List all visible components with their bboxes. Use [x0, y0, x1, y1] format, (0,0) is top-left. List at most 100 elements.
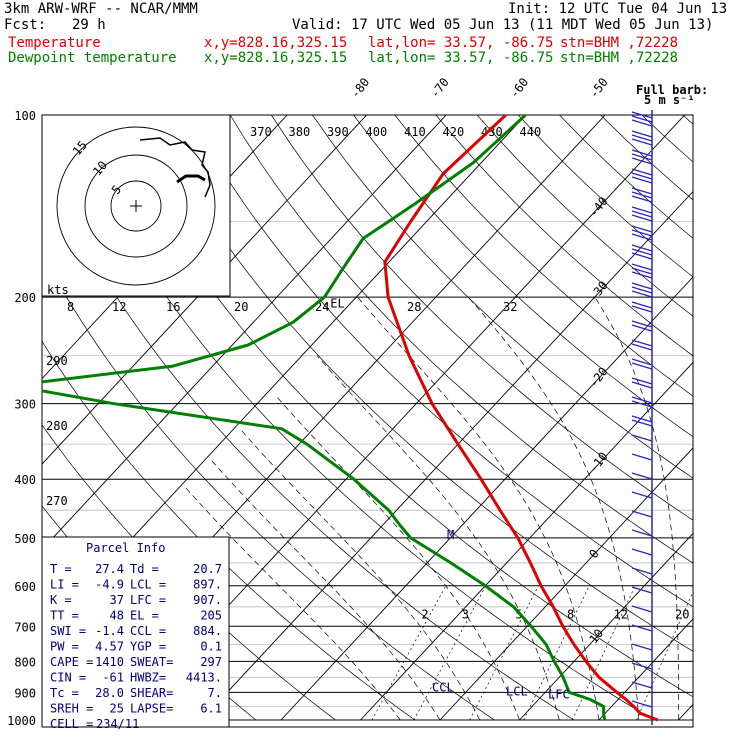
parcel-label: CAPE =	[50, 655, 93, 669]
dry-adiabat	[188, 115, 693, 608]
hodograph-trace	[139, 137, 211, 198]
isotherm	[598, 618, 693, 721]
isotherm	[678, 703, 693, 721]
wind-barb	[631, 510, 653, 518]
wind-barb	[631, 111, 653, 127]
hodograph-ring-1	[110, 180, 162, 232]
dry-adiabat	[724, 115, 740, 720]
moist-adiabat	[239, 428, 481, 721]
hodograph-ring-2	[84, 154, 188, 258]
parcel-value: -61	[102, 671, 124, 685]
forecast-hour: 29 h	[72, 17, 106, 33]
temperature-tick--30: -30	[586, 278, 610, 304]
temperature-tick--10: -10	[586, 449, 610, 475]
parcel-label: CIN =	[50, 671, 86, 685]
dry-adiabat	[641, 115, 693, 163]
parcel-value: 20.7	[193, 562, 222, 576]
isotherm	[360, 361, 693, 721]
annotation-m: M	[447, 528, 454, 542]
parcel-label: TT =	[50, 609, 79, 623]
theta-label-390: 390	[327, 125, 349, 139]
wind-barb	[631, 548, 653, 556]
theta-left-label-290: 290	[46, 354, 68, 368]
forecast-label: Fcst:	[4, 17, 47, 33]
dry-adiabat	[312, 115, 693, 479]
temperature-tick--20: -20	[586, 364, 610, 390]
parcel-label: T =	[50, 562, 72, 576]
dry-adiabat	[106, 115, 693, 698]
wind-barb	[631, 320, 653, 332]
pressure-tick-1000: 1000	[7, 714, 36, 728]
speed-tick-16: 16	[166, 300, 180, 314]
isotherm	[42, 115, 367, 465]
dewpoint-legend: Dewpoint temperature	[8, 50, 177, 66]
parcel-value: 4.57	[95, 640, 124, 654]
parcel-value: 6.1	[200, 702, 222, 716]
dry-adiabat	[42, 157, 575, 721]
isotherm	[201, 190, 693, 721]
wind-barb	[631, 605, 653, 613]
speed-tick-20: 20	[234, 300, 248, 314]
wind-barb	[631, 396, 653, 408]
parcel-label: Tc =	[50, 686, 79, 700]
wind-barb	[631, 244, 653, 260]
parcel-label: PW =	[50, 640, 79, 654]
mixing-ratio-label: 8	[567, 608, 574, 622]
parcel-value: 25	[110, 702, 124, 716]
pressure-tick-900: 900	[14, 686, 36, 700]
wind-barb	[631, 377, 653, 389]
wind-barb	[631, 643, 653, 651]
parcel-value: 907.	[193, 593, 222, 607]
hodograph-storm-segment	[176, 174, 206, 184]
theta-label-420: 420	[443, 125, 465, 139]
parcel-value: 297	[200, 655, 222, 669]
isotherm	[519, 532, 693, 721]
parcel-value: -4.9	[95, 578, 124, 592]
pressure-tick-500: 500	[14, 532, 36, 546]
wind-barb	[631, 681, 653, 689]
dewpoint-xy: x,y=828.16,325.15	[204, 50, 348, 66]
wind-barb	[631, 586, 653, 594]
wind-barb	[631, 415, 653, 427]
wind-barb	[631, 567, 653, 575]
mixing-ratio-line	[636, 590, 693, 721]
temperature-tick--80: -80	[348, 75, 372, 101]
wind-barb	[631, 472, 653, 480]
moist-adiabat	[711, 297, 729, 720]
wind-barb-key-title: Full barb:	[636, 83, 708, 97]
dry-adiabat	[682, 115, 693, 125]
wind-barb	[631, 206, 653, 222]
temperature-station: stn=BHM ,72228	[560, 35, 679, 51]
parcel-info-title: Parcel Info	[86, 541, 165, 555]
parcel-value: 1410	[95, 655, 124, 669]
wind-barb	[631, 225, 653, 241]
wind-barb	[631, 339, 653, 351]
temperature-tick--70: -70	[427, 75, 451, 101]
wind-barb	[631, 624, 653, 632]
parcel-label: HWBZ=	[130, 671, 166, 685]
hodograph-ring-3	[56, 126, 216, 286]
isotherm	[280, 276, 693, 721]
speed-tick-8: 8	[67, 300, 74, 314]
parcel-label: SHEAR=	[130, 686, 173, 700]
theta-label-370: 370	[250, 125, 272, 139]
pressure-tick-600: 600	[14, 580, 36, 594]
wind-barb	[631, 168, 653, 184]
wind-barb	[631, 453, 653, 461]
dewpoint-station: stn=BHM ,72228	[560, 50, 679, 66]
parcel-label: EL =	[130, 609, 159, 623]
wind-barb	[631, 263, 653, 279]
dewpoint-latlon: lat,lon= 33.57, -86.75	[368, 50, 554, 66]
dry-adiabat	[600, 115, 693, 201]
dry-adiabat	[229, 115, 693, 564]
dry-adiabat	[353, 115, 693, 438]
parcel-value: 897.	[193, 578, 222, 592]
temperature-latlon: lat,lon= 33.57, -86.75	[368, 35, 554, 51]
parcel-value: 205	[200, 609, 222, 623]
pressure-tick-400: 400	[14, 473, 36, 487]
wind-barb	[631, 434, 653, 442]
mixing-ratio-label: 3	[462, 608, 469, 622]
theta-left-label-280: 280	[46, 419, 68, 433]
model-title: 3km ARW-WRF -- NCAR/MMM	[4, 1, 198, 17]
